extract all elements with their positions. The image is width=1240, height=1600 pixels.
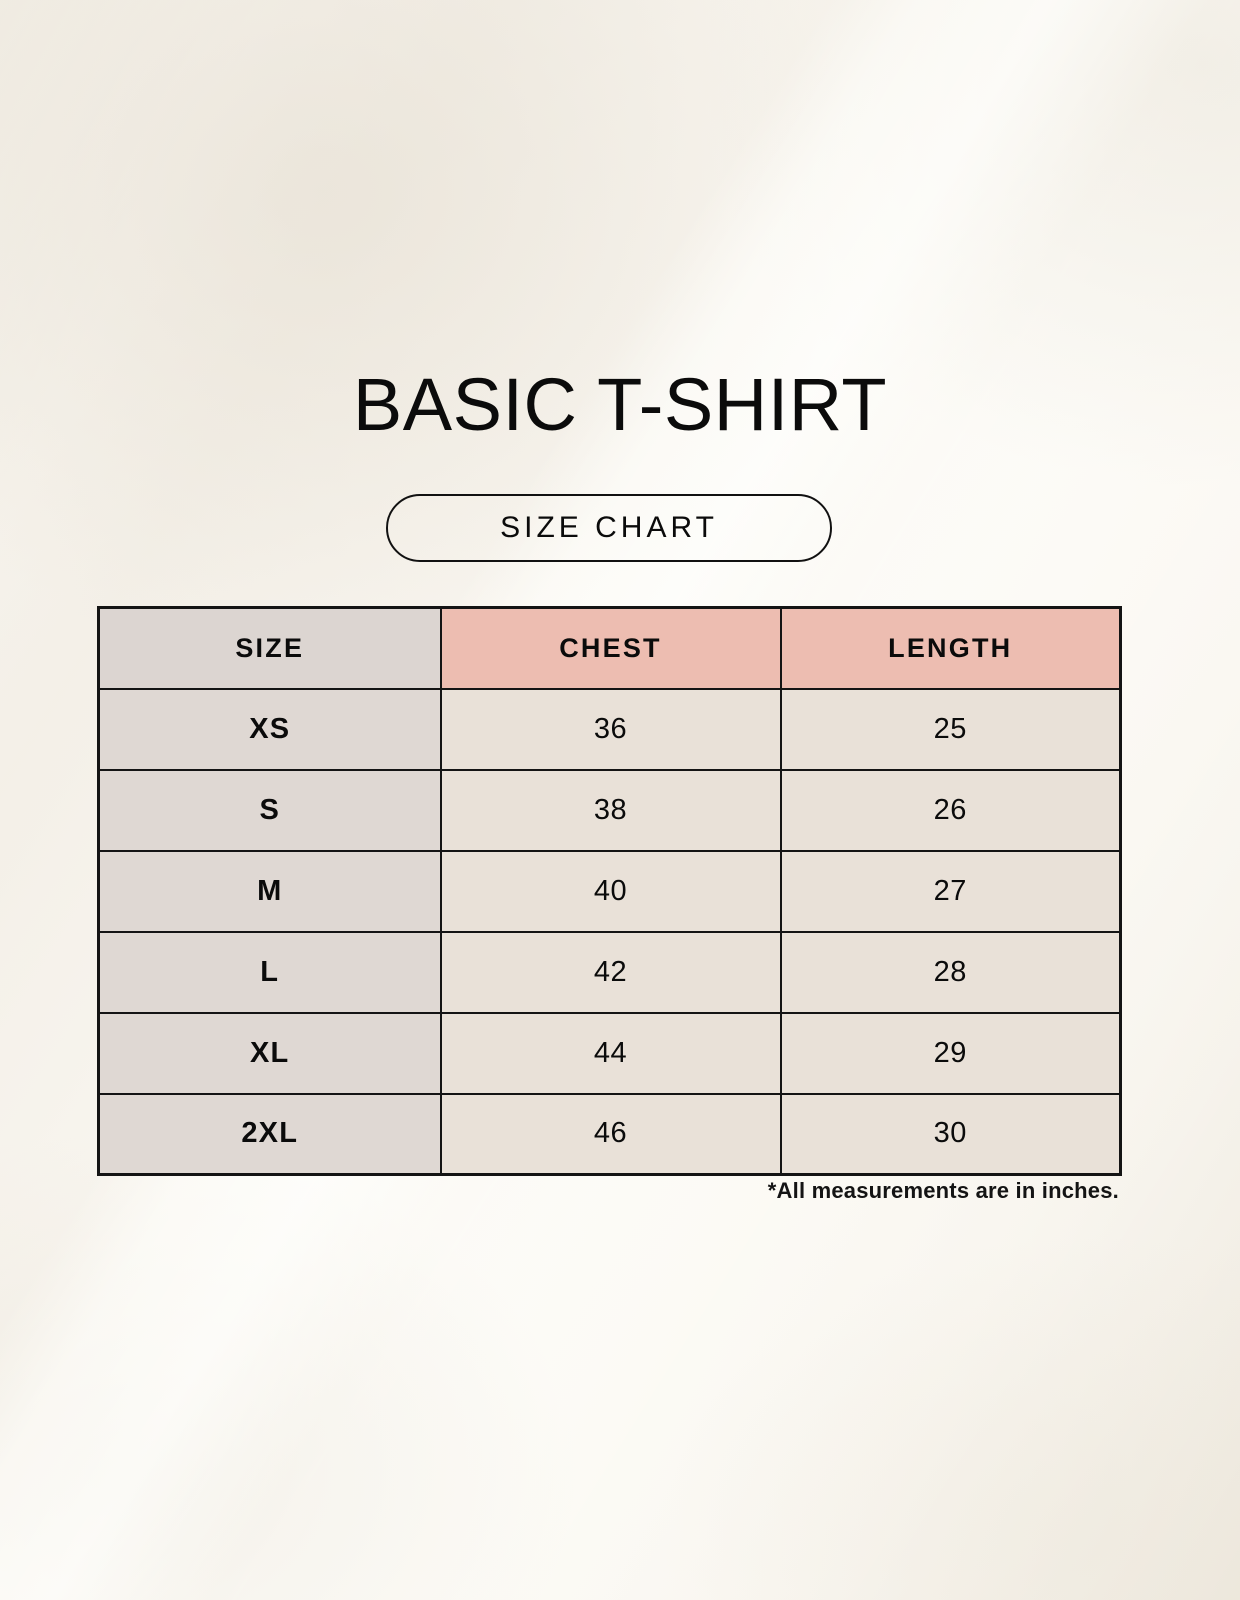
cell-chest: 46: [439, 1092, 782, 1176]
cell-chest: 36: [439, 687, 782, 771]
column-header-length: LENGTH: [779, 606, 1122, 690]
table-row: M 40 27: [97, 849, 1122, 933]
cell-length: 25: [779, 687, 1122, 771]
cell-size: 2XL: [97, 1092, 442, 1176]
cell-length: 26: [779, 768, 1122, 852]
size-table-head: SIZE CHEST LENGTH: [97, 606, 1122, 690]
size-table-body: XS 36 25 S 38 26 M 40 27 L 42 28: [97, 687, 1122, 1176]
measurement-footnote: *All measurements are in inches.: [767, 1178, 1119, 1203]
cell-length: 27: [779, 849, 1122, 933]
table-row: XS 36 25: [97, 687, 1122, 771]
table-header-row: SIZE CHEST LENGTH: [97, 606, 1122, 690]
table-row: 2XL 46 30: [97, 1092, 1122, 1176]
size-table-container: SIZE CHEST LENGTH XS 36 25 S 38 26 M: [97, 606, 1122, 1176]
size-table: SIZE CHEST LENGTH XS 36 25 S 38 26 M: [97, 606, 1122, 1176]
cell-length: 28: [779, 930, 1122, 1014]
table-row: XL 44 29: [97, 1011, 1122, 1095]
table-row: L 42 28: [97, 930, 1122, 1014]
cell-size: XS: [97, 687, 442, 771]
table-row: S 38 26: [97, 768, 1122, 852]
cell-chest: 38: [439, 768, 782, 852]
cell-size: L: [97, 930, 442, 1014]
cell-length: 29: [779, 1011, 1122, 1095]
cell-chest: 40: [439, 849, 782, 933]
size-chart-badge-label: SIZE CHART: [500, 511, 718, 544]
cell-chest: 42: [439, 930, 782, 1014]
column-header-chest: CHEST: [439, 606, 782, 690]
column-header-size: SIZE: [97, 606, 442, 690]
cell-size: S: [97, 768, 442, 852]
cell-size: M: [97, 849, 442, 933]
cell-length: 30: [779, 1092, 1122, 1176]
cell-size: XL: [97, 1011, 442, 1095]
cell-chest: 44: [439, 1011, 782, 1095]
page-title: BASIC T-SHIRT: [352, 363, 888, 446]
size-chart-badge: SIZE CHART: [386, 494, 832, 562]
